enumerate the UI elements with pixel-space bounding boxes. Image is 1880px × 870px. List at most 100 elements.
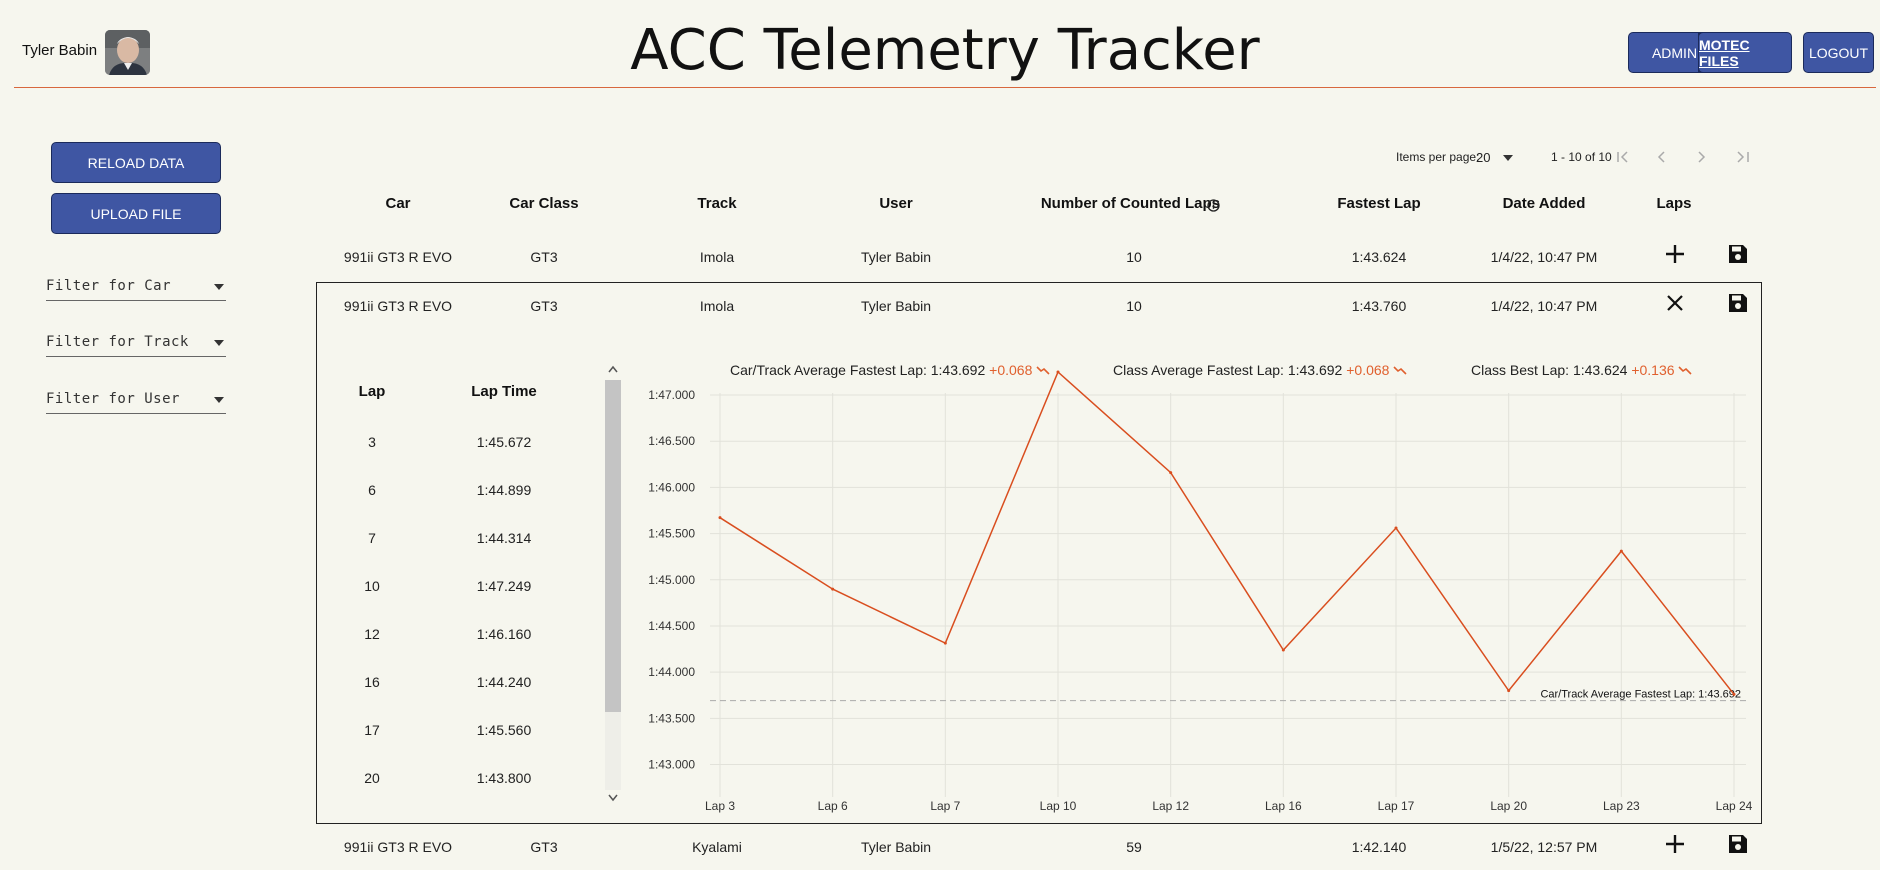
cell-user: Tyler Babin xyxy=(860,249,932,265)
avatar[interactable] xyxy=(105,30,150,75)
filter-car-select[interactable]: Filter for Car xyxy=(46,275,226,301)
lap-number: 20 xyxy=(364,770,380,786)
y-tick-label: 1:46.500 xyxy=(648,434,695,448)
lap-time-point[interactable] xyxy=(1169,471,1173,475)
cell-date-added: 1/4/22, 10:47 PM xyxy=(1490,249,1598,265)
lap-time-point[interactable] xyxy=(1281,648,1285,652)
stat-delta: +0.068 xyxy=(1346,362,1390,378)
app-header: Tyler Babin ACC Telemetry Tracker ADMIN xyxy=(14,0,1876,88)
expand-plus-icon[interactable] xyxy=(1664,243,1686,265)
lap-number: 3 xyxy=(368,434,376,450)
stat-class-best: Class Best Lap: 1:43.624 +0.136 xyxy=(1471,362,1693,378)
stat-label: Class Best Lap: 1:43.624 xyxy=(1471,362,1628,378)
col-header-user[interactable]: User xyxy=(879,195,913,212)
close-icon[interactable] xyxy=(1664,292,1686,314)
lap-time: 1:45.560 xyxy=(476,722,532,738)
lap-col-header: Lap xyxy=(358,383,386,400)
lap-number: 10 xyxy=(364,578,380,594)
col-header-counted-laps[interactable]: Number of Counted Laps xyxy=(1040,195,1220,212)
scroll-down-icon[interactable] xyxy=(607,793,619,803)
lap-time-point[interactable] xyxy=(1394,526,1398,530)
x-tick-label: Lap 16 xyxy=(1265,799,1302,813)
save-icon[interactable] xyxy=(1727,243,1749,265)
lap-time: 1:45.672 xyxy=(476,434,532,450)
trending-down-icon xyxy=(1393,366,1407,375)
info-icon[interactable] xyxy=(1207,199,1220,212)
cell-fastest-lap: 1:42.140 xyxy=(1351,839,1407,855)
col-header-date-added[interactable]: Date Added xyxy=(1502,195,1586,212)
stat-label: Class Average Fastest Lap: 1:43.692 xyxy=(1113,362,1343,378)
x-tick-label: Lap 17 xyxy=(1378,799,1415,813)
scroll-up-icon[interactable] xyxy=(607,364,619,374)
y-tick-label: 1:45.500 xyxy=(648,527,695,541)
last-page-icon[interactable] xyxy=(1737,151,1749,163)
lap-time-point[interactable] xyxy=(1056,370,1060,374)
col-header-car[interactable]: Car xyxy=(385,195,411,212)
pagination-controls xyxy=(1617,151,1749,163)
lap-number: 17 xyxy=(364,722,380,738)
lap-number: 6 xyxy=(368,482,376,498)
lap-time-point[interactable] xyxy=(718,516,722,520)
motec-files-button[interactable]: MOTEC FILES xyxy=(1698,32,1792,73)
cell-car-class: GT3 xyxy=(530,249,558,265)
lap-list-scroll-thumb[interactable] xyxy=(605,380,621,712)
cell-counted-laps: 10 xyxy=(1126,249,1142,265)
x-tick-label: Lap 20 xyxy=(1490,799,1527,813)
lap-time-point[interactable] xyxy=(1732,692,1736,696)
expanded-row-panel xyxy=(316,282,1762,824)
save-icon[interactable] xyxy=(1727,833,1749,855)
lap-time-point[interactable] xyxy=(943,641,947,645)
motec-files-label: MOTEC FILES xyxy=(1699,36,1750,69)
stat-delta: +0.068 xyxy=(989,362,1033,378)
filter-track-label: Filter for Track xyxy=(46,334,189,350)
lap-time-point[interactable] xyxy=(1619,549,1623,553)
cell-counted-laps: 59 xyxy=(1126,839,1142,855)
stat-delta: +0.136 xyxy=(1631,362,1675,378)
chevron-down-icon[interactable] xyxy=(1503,155,1513,161)
lap-number: 16 xyxy=(364,674,380,690)
lap-time-point[interactable] xyxy=(1507,689,1511,693)
page-range: 1 - 10 of 10 xyxy=(1551,150,1612,164)
items-per-page-value[interactable]: 20 xyxy=(1476,150,1491,165)
lap-time-point[interactable] xyxy=(831,587,835,591)
filter-user-select[interactable]: Filter for User xyxy=(46,388,226,414)
cell-car-class: GT3 xyxy=(530,839,558,855)
cell-track: Imola xyxy=(699,298,735,314)
lap-number: 12 xyxy=(364,626,380,642)
cell-fastest-lap: 1:43.624 xyxy=(1351,249,1407,265)
cell-car: 991ii GT3 R EVO xyxy=(343,839,453,855)
items-per-page-label: Items per page: xyxy=(1396,150,1480,164)
stat-class-average: Class Average Fastest Lap: 1:43.692 +0.0… xyxy=(1113,362,1407,378)
y-tick-label: 1:47.000 xyxy=(648,388,695,402)
x-tick-label: Lap 6 xyxy=(818,799,848,813)
col-header-car-class[interactable]: Car Class xyxy=(509,195,579,212)
next-page-icon[interactable] xyxy=(1698,151,1706,163)
cell-user: Tyler Babin xyxy=(860,839,932,855)
cell-counted-laps: 10 xyxy=(1126,298,1142,314)
chevron-down-icon xyxy=(214,284,224,290)
cell-fastest-lap: 1:43.760 xyxy=(1351,298,1407,314)
trending-down-icon xyxy=(1678,366,1693,375)
lap-time: 1:43.800 xyxy=(476,770,532,786)
col-header-track[interactable]: Track xyxy=(697,195,737,212)
cell-track: Kyalami xyxy=(692,839,742,855)
cell-car: 991ii GT3 R EVO xyxy=(343,249,453,265)
lap-time: 1:44.314 xyxy=(476,530,532,546)
lap-time-col-header: Lap Time xyxy=(471,383,537,400)
filter-user-label: Filter for User xyxy=(46,391,180,407)
stat-car-track-average: Car/Track Average Fastest Lap: 1:43.692 … xyxy=(730,362,1050,378)
prev-page-icon[interactable] xyxy=(1657,151,1665,163)
stat-label: Car/Track Average Fastest Lap: 1:43.692 xyxy=(730,362,986,378)
expand-plus-icon[interactable] xyxy=(1664,833,1686,855)
filter-track-select[interactable]: Filter for Track xyxy=(46,331,226,357)
first-page-icon[interactable] xyxy=(1617,151,1628,163)
col-header-laps: Laps xyxy=(1656,195,1692,212)
logout-button[interactable]: LOGOUT xyxy=(1803,32,1874,73)
upload-file-button[interactable]: UPLOAD FILE xyxy=(51,193,221,234)
reload-data-button[interactable]: RELOAD DATA xyxy=(51,142,221,183)
save-icon[interactable] xyxy=(1727,292,1749,314)
x-tick-label: Lap 23 xyxy=(1603,799,1640,813)
y-tick-label: 1:44.000 xyxy=(648,665,695,679)
col-header-fastest-lap[interactable]: Fastest Lap xyxy=(1337,195,1421,212)
